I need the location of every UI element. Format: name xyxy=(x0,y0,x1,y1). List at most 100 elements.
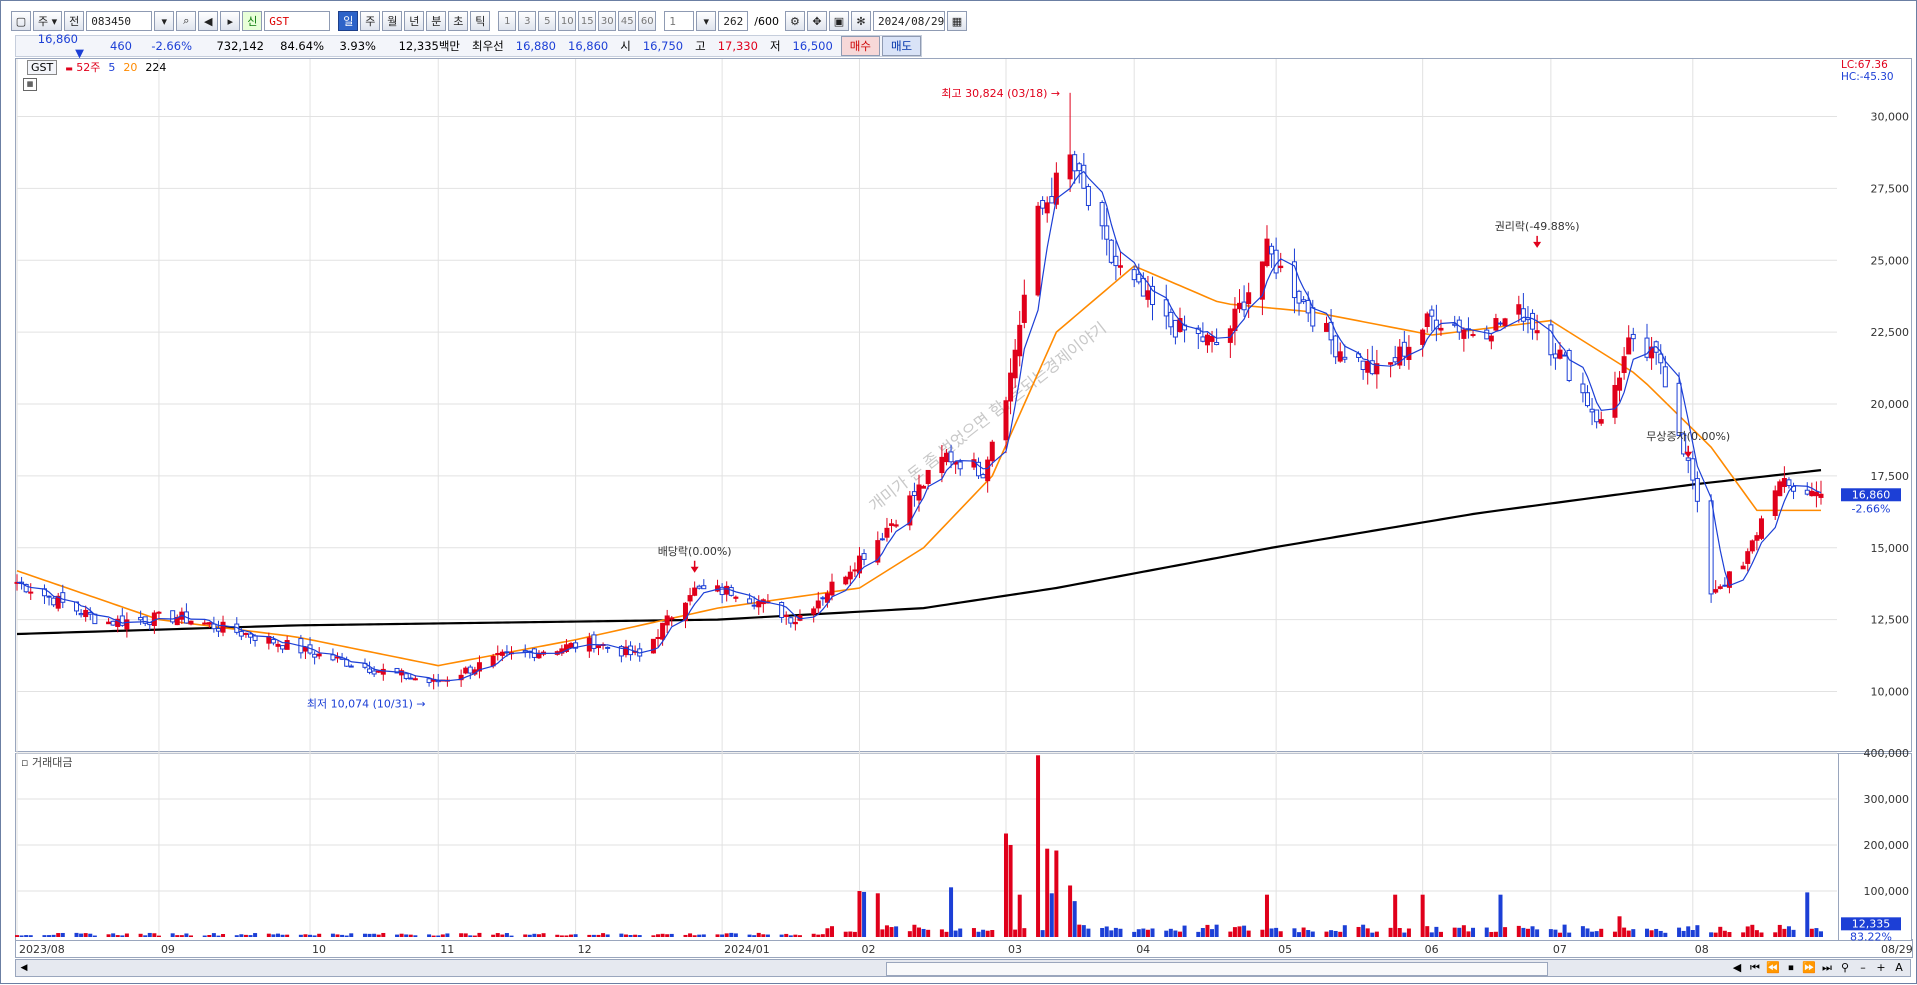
shin-badge: 신 xyxy=(242,11,263,31)
quote-bid: 16,860 xyxy=(568,39,609,53)
shin-label: 신 xyxy=(247,15,258,28)
quote-price: 16,860 ▼ xyxy=(16,32,90,60)
name-value: GST xyxy=(269,14,290,28)
zoom-in-icon[interactable]: + xyxy=(1876,961,1886,974)
date-input[interactable]: 2024/08/29 xyxy=(872,11,945,31)
quote-high: 17,330 xyxy=(717,39,758,53)
quote-amount: 12,335백만 xyxy=(398,39,460,53)
scroll-left-icon[interactable]: ◀ xyxy=(20,963,28,973)
legend-52week-label: 52주 xyxy=(76,61,101,74)
gear-icon[interactable]: ✻ xyxy=(850,11,871,31)
tab-year[interactable]: 년 xyxy=(404,11,425,31)
count-value: 262 xyxy=(723,14,744,28)
quote-volume: 732,142 xyxy=(216,39,264,53)
interval-30[interactable]: 30 xyxy=(598,11,617,31)
tab-month-label: 월 xyxy=(387,15,398,28)
tab-second[interactable]: 초 xyxy=(448,11,469,31)
horizontal-scrollbar[interactable]: ◀ ◀ ⏮ ⏪ ⏹ ⏩ ⏭ ⚲ – + A xyxy=(15,959,1911,977)
quote-open: 16,750 xyxy=(642,39,684,53)
legend-ma224: 224 xyxy=(145,60,167,74)
volume-title-label: 거래대금 xyxy=(31,756,73,769)
calendar-icon[interactable]: ▦ xyxy=(946,11,967,31)
font-icon[interactable]: A xyxy=(1895,961,1903,974)
tab-day-label: 일 xyxy=(343,15,354,28)
interval-3[interactable]: 3 xyxy=(518,11,537,31)
count-input[interactable]: 262 xyxy=(718,11,749,31)
search-icon[interactable]: ⌕ xyxy=(176,11,197,31)
stop-icon[interactable]: ⏹ xyxy=(1788,961,1794,974)
name-input[interactable]: GST xyxy=(264,11,331,31)
tab-tick[interactable]: 틱 xyxy=(470,11,491,31)
tab-week-label: 주 xyxy=(365,15,376,28)
sell-button[interactable]: 매도 xyxy=(881,36,922,56)
quote-price-value: 16,860 xyxy=(37,32,78,46)
volume-axis xyxy=(1837,753,1912,941)
interval-45-label: 45 xyxy=(620,15,634,27)
code-value: 083450 xyxy=(91,14,132,28)
quote-vol-ratio: 84.64% xyxy=(280,39,324,53)
quote-change-pct: -2.66% xyxy=(151,39,192,53)
quote-change: 460 xyxy=(110,39,132,53)
settings-icon[interactable]: ⚙ xyxy=(784,11,805,31)
type-label: 전 xyxy=(69,15,80,28)
last-icon[interactable]: ⏭ xyxy=(1822,961,1832,974)
minute-dropdown-icon[interactable]: ▾ xyxy=(696,11,717,31)
quote-ask: 16,880 xyxy=(515,39,556,53)
legend-ma5: 5 xyxy=(108,60,116,74)
first-icon[interactable]: ⏮ xyxy=(1750,961,1760,974)
quote-open-label: 시 xyxy=(620,39,631,53)
interval-10-label: 10 xyxy=(560,15,574,27)
forward-icon[interactable]: ⏩ xyxy=(1802,961,1816,974)
code-dropdown-icon[interactable]: ▾ xyxy=(154,11,175,31)
zoom-out-icon[interactable]: – xyxy=(1860,961,1866,974)
step-back-icon[interactable]: ◀ xyxy=(1732,961,1742,974)
interval-1-label: 1 xyxy=(504,15,511,27)
zoom-icon[interactable]: ⚲ xyxy=(1840,961,1850,974)
tab-minute-label: 분 xyxy=(431,15,442,28)
rewind-icon[interactable]: ⏪ xyxy=(1766,961,1780,974)
tab-minute[interactable]: 분 xyxy=(426,11,447,31)
scroll-thumb[interactable] xyxy=(886,962,1548,976)
layout-icon[interactable]: ▢ xyxy=(11,11,31,31)
hc-label: HC:-45.30 xyxy=(1841,71,1894,83)
quote-high-label: 고 xyxy=(695,39,706,53)
grid-toggle-icon[interactable]: ▦ xyxy=(23,78,37,91)
save-icon[interactable]: ▣ xyxy=(828,11,849,31)
quote-low: 16,500 xyxy=(792,39,833,53)
period-label: 주 xyxy=(38,15,49,28)
scroll-controls: ◀ ⏮ ⏪ ⏹ ⏩ ⏭ ⚲ – + A xyxy=(1730,961,1906,975)
interval-45[interactable]: 45 xyxy=(618,11,637,31)
legend-name[interactable]: GST xyxy=(27,59,58,75)
type-select[interactable]: 전 xyxy=(64,11,85,31)
interval-15-label: 15 xyxy=(580,15,594,27)
code-input[interactable]: 083450 xyxy=(86,11,153,31)
interval-60[interactable]: 60 xyxy=(638,11,657,31)
quote-turnover: 3.93% xyxy=(339,39,376,53)
period-select[interactable]: 주 ▾ xyxy=(33,11,63,31)
minute-select[interactable]: 1 xyxy=(664,11,695,31)
lc-label: LC:67.36 xyxy=(1841,59,1888,71)
volume-chart-panel[interactable] xyxy=(15,753,1839,941)
interval-10[interactable]: 10 xyxy=(558,11,577,31)
price-chart-panel[interactable] xyxy=(15,58,1839,752)
tab-week[interactable]: 주 xyxy=(360,11,381,31)
interval-15[interactable]: 15 xyxy=(578,11,597,31)
tab-tick-label: 틱 xyxy=(475,15,486,28)
interval-1[interactable]: 1 xyxy=(498,11,517,31)
tab-day[interactable]: 일 xyxy=(338,11,359,31)
quote-low-label: 저 xyxy=(769,39,781,53)
tab-second-label: 초 xyxy=(453,15,464,28)
interval-5-label: 5 xyxy=(544,15,551,27)
buy-button[interactable]: 매수 xyxy=(840,36,880,56)
max-count: /600 xyxy=(754,14,779,28)
tab-month[interactable]: 월 xyxy=(382,11,403,31)
interval-5[interactable]: 5 xyxy=(538,11,557,31)
volume-title: ▫ 거래대금 xyxy=(21,756,73,769)
legend-52week: ▬ 52주 xyxy=(65,61,101,74)
price-axis xyxy=(1837,58,1912,752)
speaker-icon[interactable]: ◀ xyxy=(198,11,219,31)
quote-bar: 16,860 ▼ 460 -2.66% 732,142 84.64% 3.93%… xyxy=(15,32,923,60)
prev-icon[interactable]: ▸ xyxy=(220,11,241,31)
crosshair-icon[interactable]: ✥ xyxy=(806,11,827,31)
